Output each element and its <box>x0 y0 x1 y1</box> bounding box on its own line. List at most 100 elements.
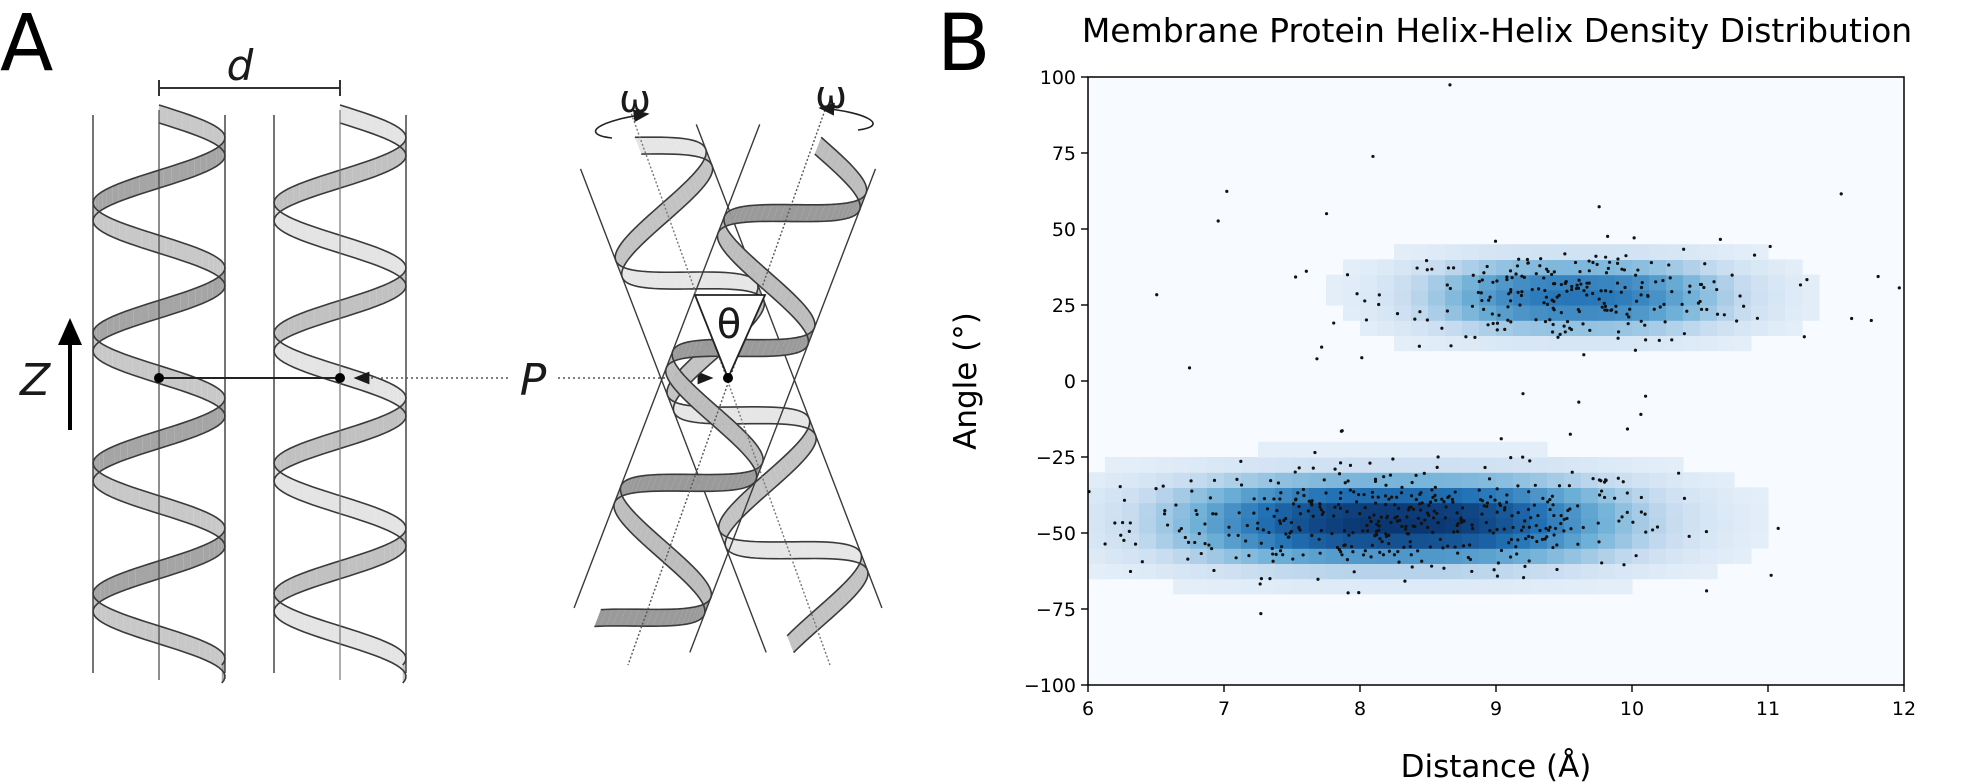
heatmap-cell <box>1479 274 1497 291</box>
heatmap-cell <box>1513 487 1531 504</box>
scatter-point <box>1307 499 1311 503</box>
scatter-point <box>1293 275 1298 279</box>
scatter-point <box>1372 513 1376 517</box>
heatmap-cell <box>1581 244 1599 260</box>
heatmap-cell <box>1564 244 1582 260</box>
scatter-point <box>1542 301 1546 305</box>
heatmap-cell <box>1717 274 1735 291</box>
heatmap-cell <box>1411 274 1429 291</box>
scatter-point <box>1365 523 1369 528</box>
omega-label-right: ω <box>815 73 847 117</box>
scatter-point <box>1287 535 1291 539</box>
heatmap-cell <box>1785 274 1803 291</box>
heatmap-cell <box>1717 533 1735 549</box>
heatmap-cell <box>1139 457 1157 473</box>
scatter-point <box>1276 481 1281 485</box>
heatmap-cell <box>1683 289 1701 306</box>
heatmap-cell <box>1615 578 1633 595</box>
scatter-point <box>1313 450 1317 455</box>
heatmap-cell <box>1428 533 1446 549</box>
scatter-point <box>1174 503 1178 507</box>
heatmap-cell <box>1513 441 1531 458</box>
heatmap-cell <box>1530 320 1548 336</box>
heatmap-cell <box>1649 533 1667 549</box>
heatmap-cell <box>1428 578 1446 595</box>
heatmap-cell <box>1241 472 1259 488</box>
x-tick-label: 10 <box>1620 698 1644 720</box>
scatter-point <box>1385 516 1389 520</box>
scatter-point <box>1445 309 1449 313</box>
heatmap-cell <box>1207 487 1225 504</box>
scatter-point <box>1484 520 1488 525</box>
scatter-point <box>1351 531 1355 535</box>
heatmap-cell <box>1666 259 1684 276</box>
scatter-point <box>1197 531 1201 536</box>
scatter-point <box>1652 307 1656 311</box>
heatmap-cell <box>1122 548 1140 564</box>
heatmap-cell <box>1462 457 1480 473</box>
heatmap-cell <box>1088 502 1106 519</box>
scatter-point <box>1297 525 1301 530</box>
scatter-point <box>1384 502 1388 507</box>
scatter-point <box>1626 322 1630 326</box>
scatter-point <box>1850 316 1854 321</box>
heatmap-cell <box>1615 259 1633 276</box>
heatmap-cell <box>1275 441 1293 458</box>
scatter-point <box>1470 569 1474 574</box>
scatter-point <box>1293 470 1297 474</box>
scatter-point <box>1370 490 1375 494</box>
heatmap-cell <box>1683 548 1701 564</box>
scatter-point <box>1526 507 1531 512</box>
scatter-point <box>1212 478 1217 482</box>
y-tick-label: 0 <box>1064 371 1076 393</box>
scatter-point <box>1194 508 1198 513</box>
scatter-point <box>1444 505 1448 509</box>
heatmap-cell <box>1207 578 1225 595</box>
heatmap-cell <box>1530 259 1548 276</box>
scatter-point <box>1281 553 1285 557</box>
scatter-point <box>1613 496 1617 500</box>
scatter-point <box>1542 276 1546 280</box>
heatmap-cell <box>1717 305 1735 321</box>
scatter-point <box>1278 549 1283 553</box>
heatmap-cell <box>1479 289 1497 306</box>
scatter-point <box>1431 530 1435 535</box>
scatter-point <box>1161 484 1165 488</box>
heatmap-cell <box>1258 441 1276 458</box>
scatter-point <box>1237 511 1241 515</box>
heatmap-cell <box>1105 548 1123 564</box>
scatter-point <box>1392 553 1397 557</box>
heatmap-cell <box>1666 548 1684 564</box>
scatter-point <box>1377 524 1381 528</box>
heatmap-cell <box>1649 289 1667 306</box>
scatter-point <box>1546 269 1550 274</box>
scatter-point <box>1361 529 1365 533</box>
heatmap-cell <box>1309 487 1327 504</box>
scatter-point <box>1298 528 1302 532</box>
heatmap-cell <box>1734 502 1752 519</box>
scatter-point <box>1516 290 1520 294</box>
scatter-point <box>1599 289 1603 293</box>
scatter-point <box>1324 491 1328 495</box>
x-tick-label: 12 <box>1892 698 1916 720</box>
heatmap-cell <box>1649 335 1667 352</box>
heatmap-cell <box>1326 487 1344 504</box>
heatmap-cell <box>1479 244 1497 260</box>
scatter-point <box>1118 484 1122 489</box>
scatter-point <box>1387 497 1391 501</box>
scatter-point <box>1338 496 1343 501</box>
scatter-point <box>1550 330 1555 334</box>
scatter-point <box>1587 259 1591 263</box>
heatmap-cell <box>1683 244 1701 260</box>
heatmap-cell <box>1530 472 1548 488</box>
scatter-point <box>1636 268 1640 272</box>
scatter-point <box>1543 537 1547 541</box>
heatmap-cell <box>1445 457 1463 473</box>
heatmap-cell <box>1768 289 1786 306</box>
scatter-point <box>1527 534 1531 538</box>
scatter-point <box>1470 527 1475 531</box>
heatmap-cell <box>1207 548 1225 564</box>
scatter-point <box>1520 290 1524 294</box>
scatter-point <box>1425 318 1429 322</box>
scatter-point <box>1316 577 1320 581</box>
